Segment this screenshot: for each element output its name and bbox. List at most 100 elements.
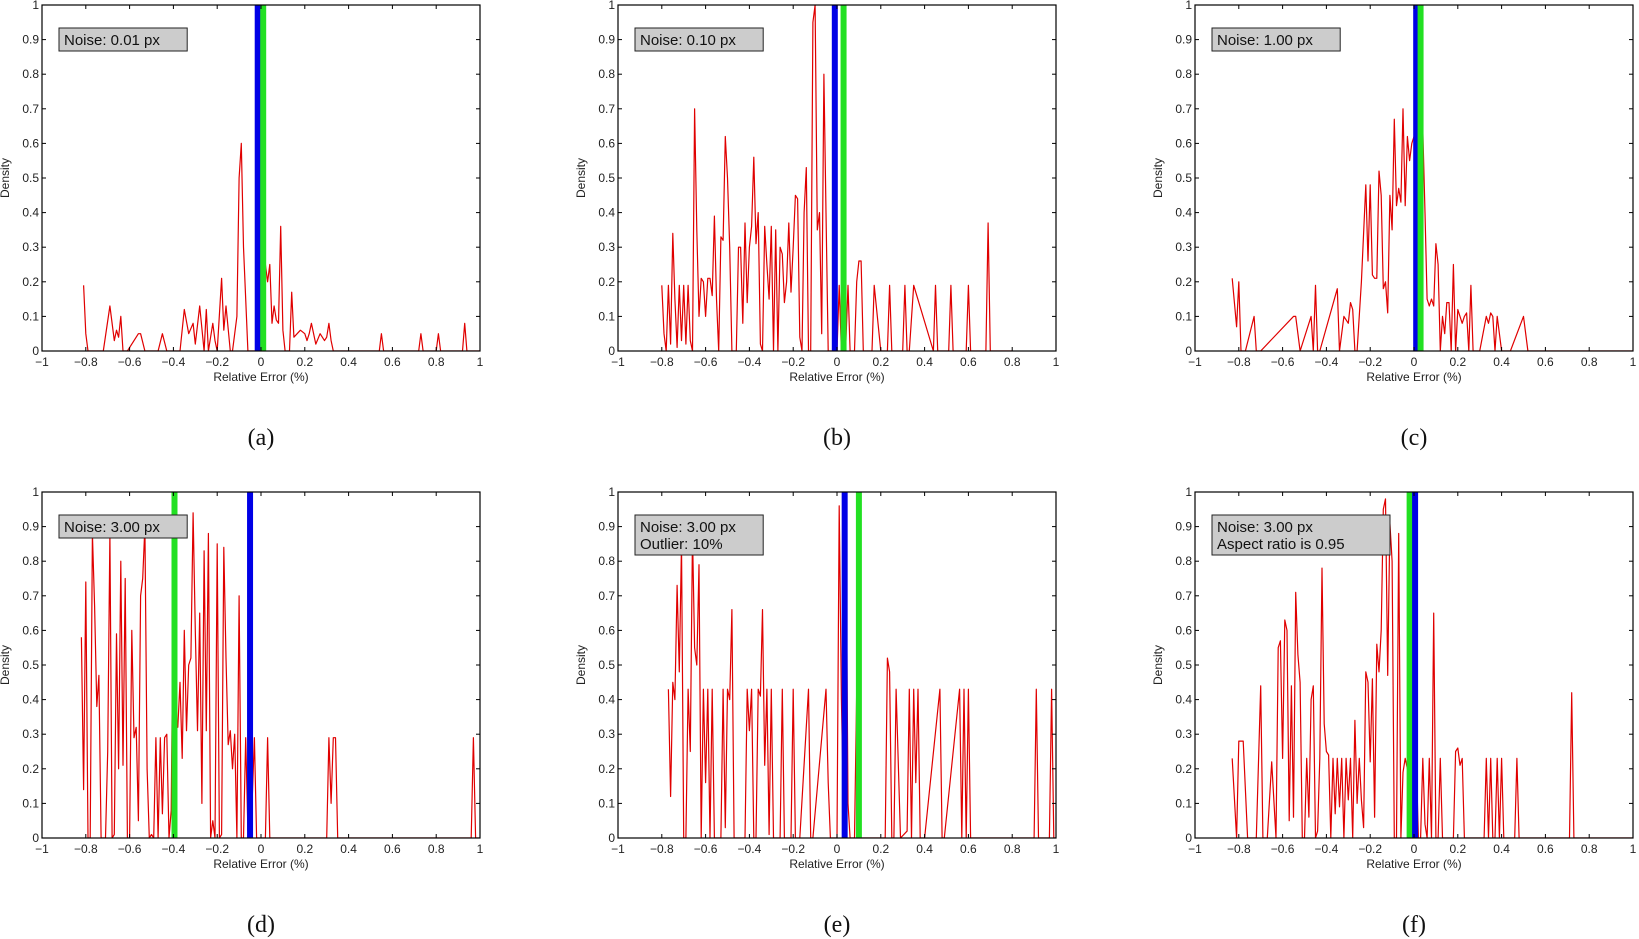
panel-a: −1 −0.8 −0.6 −0.4 −0.2 0 0.2 0.4 0.6 0.8 1 0 0.1 0.2 0…: [0, 0, 484, 451]
x-tick-label: 0.8: [1004, 842, 1021, 856]
y-tick-label: 0: [32, 344, 39, 358]
y-tick-label: 0.6: [22, 623, 39, 637]
x-tick-label: −0.8: [74, 842, 98, 856]
x-tick-label: 0.6: [960, 355, 977, 369]
x-tick-label: −0.4: [162, 842, 186, 856]
y-tick-label: 0: [608, 344, 615, 358]
x-tick-label: −0.8: [650, 355, 674, 369]
y-tick-label: 0.9: [598, 520, 615, 534]
y-tick-label: 0.9: [1175, 520, 1192, 534]
plot-area: [667, 492, 1056, 838]
y-tick-label: 1: [608, 485, 615, 499]
x-axis-label: Relative Error (%): [789, 857, 884, 871]
y-tick-label: 0.7: [598, 589, 615, 603]
y-tick-label: 0: [1185, 831, 1192, 845]
x-tick-label: 0.2: [296, 842, 313, 856]
x-tick-label: 0.2: [1449, 355, 1466, 369]
y-tick-label: 1: [608, 0, 615, 12]
x-tick-label: −0.4: [738, 355, 762, 369]
plot-area: [80, 492, 480, 838]
y-tick-label: 0.1: [598, 796, 615, 810]
x-tick-label: −0.8: [74, 355, 98, 369]
x-tick-label: 0: [258, 355, 265, 369]
panel-c: −1 −0.8 −0.6 −0.4 −0.2 0 0.2 0.4 0.6 0.8 1 0 0.1 0.2 0…: [1151, 0, 1637, 451]
y-tick-label: 0.8: [1175, 67, 1192, 81]
x-tick-label: 0.2: [872, 842, 889, 856]
annotation-box: [634, 514, 764, 556]
y-tick-label: 0.2: [598, 275, 615, 289]
y-tick-label: 1: [32, 485, 39, 499]
density-curve: [1231, 108, 1633, 351]
y-tick-label: 0.9: [1175, 33, 1192, 47]
x-tick-label: −0.2: [781, 355, 805, 369]
y-tick-label: 0.3: [1175, 240, 1192, 254]
y-tick-label: 0.1: [598, 309, 615, 323]
y-tick-label: 0.6: [1175, 623, 1192, 637]
y-tick-label: 1: [1185, 485, 1192, 499]
y-tick-label: 0.9: [598, 33, 615, 47]
x-tick-label: −0.2: [205, 355, 229, 369]
y-tick-label: 0.9: [22, 33, 39, 47]
annotation-text: Outlier: 10%: [640, 536, 723, 553]
y-tick-label: 0.7: [1175, 589, 1192, 603]
y-tick-label: 0.4: [1175, 206, 1192, 220]
y-tick-label: 0.6: [598, 136, 615, 150]
annotation-box: [1211, 514, 1391, 556]
x-axis-label: Relative Error (%): [1366, 857, 1461, 871]
y-tick-label: 0.7: [1175, 102, 1192, 116]
y-tick-label: 0.2: [1175, 275, 1192, 289]
x-tick-label: 0.6: [1537, 842, 1554, 856]
y-tick-label: 0: [32, 831, 39, 845]
density-curve: [83, 142, 480, 351]
y-tick-label: 0.4: [598, 693, 615, 707]
y-tick-label: 0.1: [22, 796, 39, 810]
y-tick-label: 0.2: [598, 762, 615, 776]
annotation-text: Noise: 3.00 px: [640, 519, 736, 536]
x-tick-label: −0.2: [1358, 842, 1382, 856]
y-tick-label: 0.3: [1175, 727, 1192, 741]
panel-caption: (c): [1401, 425, 1428, 451]
x-tick-label: −1: [35, 355, 49, 369]
annotation-box: [634, 27, 764, 52]
x-tick-label: 0.4: [1493, 842, 1510, 856]
annotation-box: [1211, 27, 1341, 52]
x-tick-label: −1: [35, 842, 49, 856]
y-tick-label: 0.4: [598, 206, 615, 220]
x-tick-label: −1: [611, 842, 625, 856]
x-tick-label: −0.2: [781, 842, 805, 856]
y-tick-label: 0: [608, 831, 615, 845]
axes-box: [41, 491, 481, 839]
x-tick-label: 0.2: [296, 355, 313, 369]
y-tick-label: 0.4: [22, 206, 39, 220]
y-axis-label: Density: [1151, 158, 1165, 198]
x-tick-label: 0.8: [1581, 355, 1598, 369]
panel-d: −1 −0.8 −0.6 −0.4 −0.2 0 0.2 0.4 0.6 0.8 1 0 0.1 0.2 0…: [0, 485, 484, 938]
y-tick-label: 0.8: [22, 554, 39, 568]
x-tick-label: 1: [1053, 842, 1060, 856]
x-tick-label: 0.4: [1493, 355, 1510, 369]
y-tick-label: 0.7: [22, 589, 39, 603]
x-tick-label: −0.6: [118, 842, 142, 856]
x-tick-label: −0.6: [694, 355, 718, 369]
density-curve: [661, 5, 1013, 351]
y-tick-label: 0.3: [22, 727, 39, 741]
x-tick-label: 1: [1630, 355, 1637, 369]
x-tick-label: −0.6: [694, 842, 718, 856]
y-tick-label: 0.3: [598, 240, 615, 254]
y-tick-label: 0.5: [22, 171, 39, 185]
x-tick-label: −0.8: [1227, 842, 1251, 856]
x-tick-label: 0: [834, 842, 841, 856]
annotation-box: [58, 27, 188, 52]
x-tick-label: 0.2: [872, 355, 889, 369]
y-tick-label: 0.5: [598, 658, 615, 672]
y-axis-label: Density: [0, 158, 12, 198]
y-tick-label: 0.5: [598, 171, 615, 185]
annotation-text: Noise: 0.01 px: [64, 32, 160, 49]
x-tick-label: 0: [1411, 842, 1418, 856]
y-tick-label: 0.8: [1175, 554, 1192, 568]
x-axis-label: Relative Error (%): [213, 857, 308, 871]
panel-caption: (b): [823, 425, 851, 451]
annotation-text: Noise: 3.00 px: [1217, 519, 1313, 536]
annotation-text: Noise: 3.00 px: [64, 519, 160, 536]
